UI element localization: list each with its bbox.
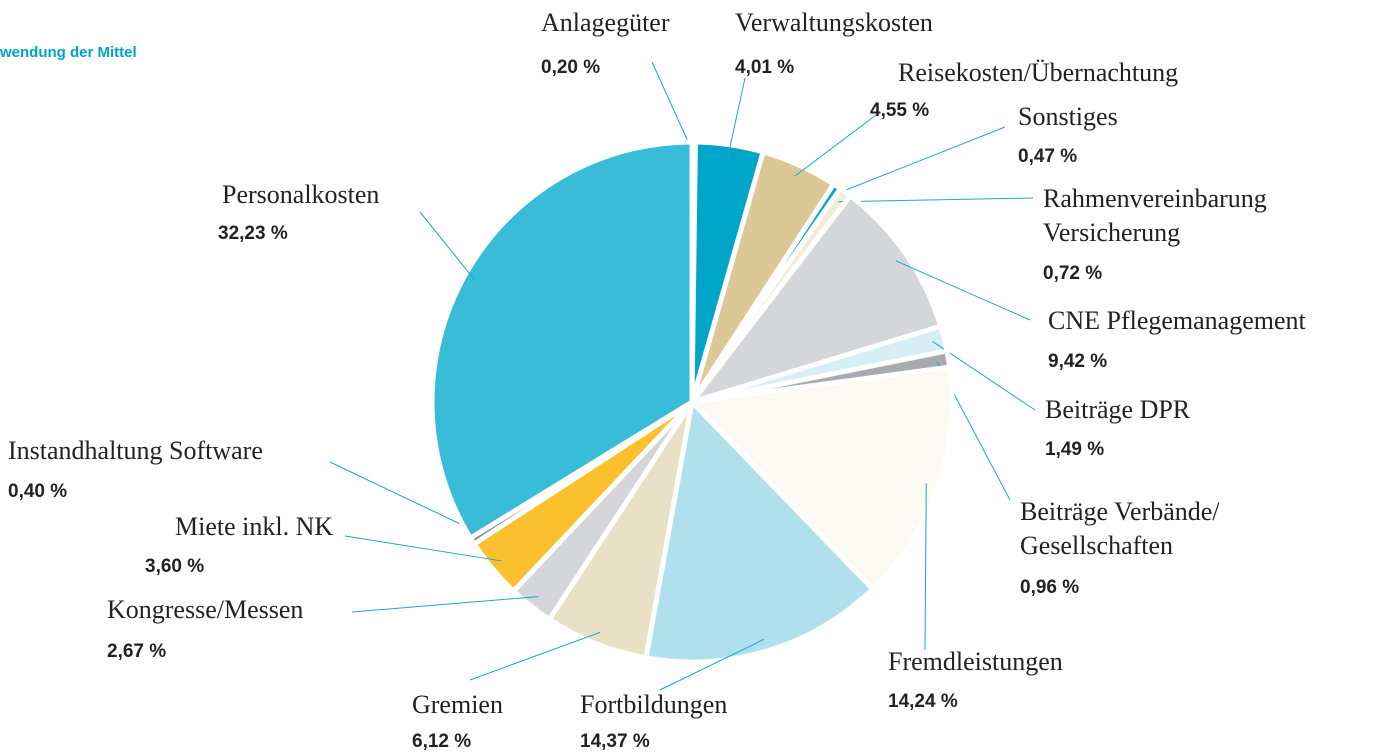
value-label: 4,01 % [735,57,795,78]
slice-label: Anlagegüter [541,8,670,37]
slice-label: Rahmenvereinbarung Versicherung [1043,184,1267,247]
slice-label: Beiträge DPR [1045,395,1191,424]
slice-label: Sonstiges [1018,102,1118,131]
value-label: 14,37 % [580,731,650,752]
pie-slice [429,139,695,542]
pie-slice [643,396,877,665]
slice-label: Miete inkl. NK [175,512,334,541]
pie-slice [686,364,955,593]
slice-label: Gremien [412,690,503,719]
leader-line [838,197,1034,203]
slice-label: Verwaltungskosten [735,8,933,37]
value-label: 6,12 % [412,731,472,752]
slice-label: Instandhaltung Software [8,436,263,465]
value-label: 14,24 % [888,691,958,712]
slice-label: Reisekosten/Übernachtung [898,58,1179,87]
leader-line [351,596,539,613]
value-label: 32,23 % [218,223,288,244]
value-label: 0,96 % [1020,577,1080,598]
leader-line [344,535,502,562]
leader-line [924,483,927,651]
slice-label: Personalkosten [222,180,380,209]
leader-line [794,111,881,177]
leader-line [651,61,695,155]
pie-slice [685,192,944,407]
slice-label: Fremdleistungen [888,647,1063,676]
value-label: 4,55 % [870,100,930,121]
leader-line [419,211,476,282]
leader-line [469,631,601,681]
leader-line [727,77,746,157]
leader-line [329,461,483,536]
value-label: 9,42 % [1048,351,1108,372]
slice-label: Fortbildungen [580,690,728,719]
value-label: 0,20 % [541,57,601,78]
slice-label: Beiträge Verbände/ Gesellschaften [1020,497,1220,560]
value-label: 3,60 % [145,556,205,577]
value-label: 0,47 % [1018,146,1078,167]
value-label: 1,49 % [1045,439,1105,460]
leader-line [895,260,1031,321]
leader-line [830,126,1006,197]
value-label: 0,72 % [1043,263,1103,284]
slice-label: CNE Pflegemanagement [1048,306,1306,335]
leader-line [659,638,765,691]
chart-title: wendung der Mittel [0,44,137,61]
slice-label: Kongresse/Messen [107,595,304,624]
value-label: 2,67 % [107,641,167,662]
value-label: 0,40 % [8,481,68,502]
